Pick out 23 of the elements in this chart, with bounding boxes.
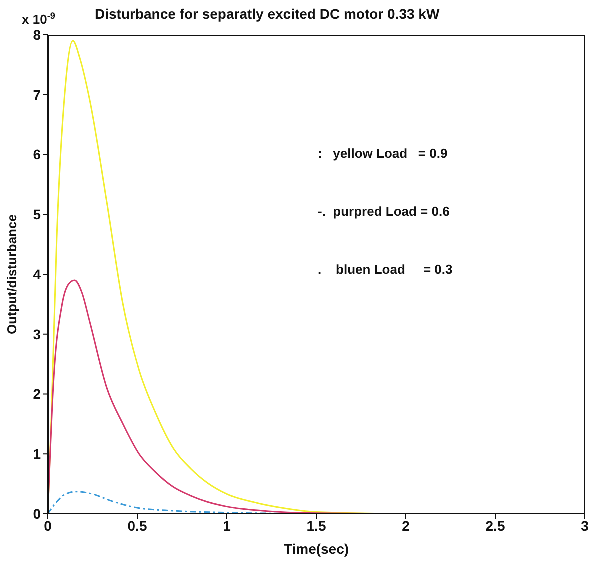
x-tick-label: 0.5	[128, 518, 148, 534]
y-tick-label: 0	[33, 506, 42, 522]
y-tick-label: 1	[33, 446, 42, 462]
x-tick-label: 2.5	[486, 518, 506, 534]
chart-title: Disturbance for separatly excited DC motor 0.33 kW	[95, 6, 440, 22]
y-axis-title: Output/disturbance	[4, 214, 20, 334]
x-tick-label: 1	[223, 518, 232, 534]
y-tick-label: 3	[33, 326, 42, 342]
x-tick-label: 2	[402, 518, 410, 534]
annotation: -. purpred Load = 0.6	[318, 204, 450, 219]
x-axis-title: Time(sec)	[284, 541, 350, 557]
y-tick-label: 5	[33, 206, 42, 223]
y-tick-label: 2	[33, 386, 42, 402]
text: x 10$^{-9}$	[22, 11, 56, 27]
x-tick-label: 1.5	[306, 518, 326, 534]
annotation: . bluen Load = 0.3	[318, 262, 453, 277]
x-tick-label: 3	[581, 518, 590, 534]
annotation: : yellow Load = 0.9	[318, 146, 448, 161]
y-tick-label: 7	[33, 86, 42, 103]
y-tick-label: 8	[33, 26, 42, 43]
y-tick-label: 4	[33, 266, 42, 282]
y-tick-label: 6	[33, 146, 42, 163]
x-tick-label: 0	[44, 518, 52, 534]
